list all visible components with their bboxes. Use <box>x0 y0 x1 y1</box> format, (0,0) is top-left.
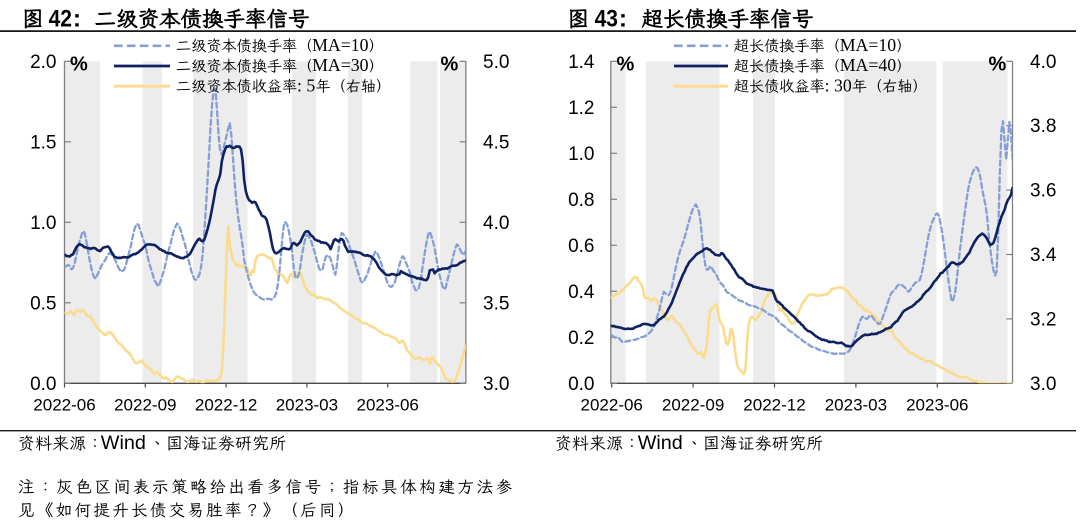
svg-text:4.0: 4.0 <box>1030 52 1056 73</box>
svg-text:0.6: 0.6 <box>568 236 594 257</box>
svg-text:MA=10: MA=10 <box>312 35 369 55</box>
svg-text:2.0: 2.0 <box>30 52 56 73</box>
svg-text:2022-12: 2022-12 <box>743 395 805 414</box>
svg-text:0.2: 0.2 <box>568 328 594 349</box>
svg-text:: 5: : 5 <box>297 75 315 95</box>
svg-text:3.8: 3.8 <box>1030 116 1056 137</box>
svg-text:%: % <box>441 53 459 75</box>
svg-text:2023-06: 2023-06 <box>906 395 968 414</box>
svg-text:3.2: 3.2 <box>1030 309 1056 330</box>
svg-text:%: % <box>989 53 1007 75</box>
svg-text:0.5: 0.5 <box>30 293 56 314</box>
svg-text:2022-06: 2022-06 <box>581 395 643 414</box>
svg-text:3.4: 3.4 <box>1030 245 1057 266</box>
svg-text::: : <box>73 5 81 32</box>
svg-text:1.0: 1.0 <box>568 144 594 165</box>
svg-text:0.4: 0.4 <box>568 282 595 303</box>
svg-text:Wind: Wind <box>638 432 683 454</box>
svg-text:2022-09: 2022-09 <box>662 395 724 414</box>
svg-text:43: 43 <box>595 5 618 32</box>
svg-text:: 30: : 30 <box>825 75 852 95</box>
svg-text:%: % <box>617 53 635 75</box>
svg-text:4.5: 4.5 <box>483 132 509 153</box>
svg-text:3.0: 3.0 <box>1030 374 1056 395</box>
svg-text:3.0: 3.0 <box>483 374 509 395</box>
svg-text:4.0: 4.0 <box>483 213 509 234</box>
svg-text:3.6: 3.6 <box>1030 181 1056 202</box>
svg-text:1.0: 1.0 <box>30 213 56 234</box>
svg-text:1.2: 1.2 <box>568 98 594 119</box>
svg-text:5.0: 5.0 <box>483 52 509 73</box>
svg-text:MA=40: MA=40 <box>840 55 897 75</box>
svg-text:2022-06: 2022-06 <box>33 395 95 414</box>
svg-text:3.5: 3.5 <box>483 293 509 314</box>
svg-text:%: % <box>70 53 88 75</box>
svg-text:MA=30: MA=30 <box>312 55 369 75</box>
svg-text:2023-03: 2023-03 <box>276 395 338 414</box>
svg-text:2022-09: 2022-09 <box>114 395 176 414</box>
svg-text:2023-06: 2023-06 <box>357 395 419 414</box>
svg-text:0.8: 0.8 <box>568 190 594 211</box>
svg-text:0.0: 0.0 <box>30 374 56 395</box>
svg-text:2022-12: 2022-12 <box>195 395 257 414</box>
svg-text::: : <box>619 5 627 32</box>
svg-text:MA=10: MA=10 <box>840 35 897 55</box>
svg-text:1.5: 1.5 <box>30 132 56 153</box>
svg-text:2023-03: 2023-03 <box>825 395 887 414</box>
svg-text:0.0: 0.0 <box>568 374 594 395</box>
svg-text:42: 42 <box>49 5 72 32</box>
svg-text:Wind: Wind <box>101 432 146 454</box>
svg-text:1.4: 1.4 <box>568 52 595 73</box>
